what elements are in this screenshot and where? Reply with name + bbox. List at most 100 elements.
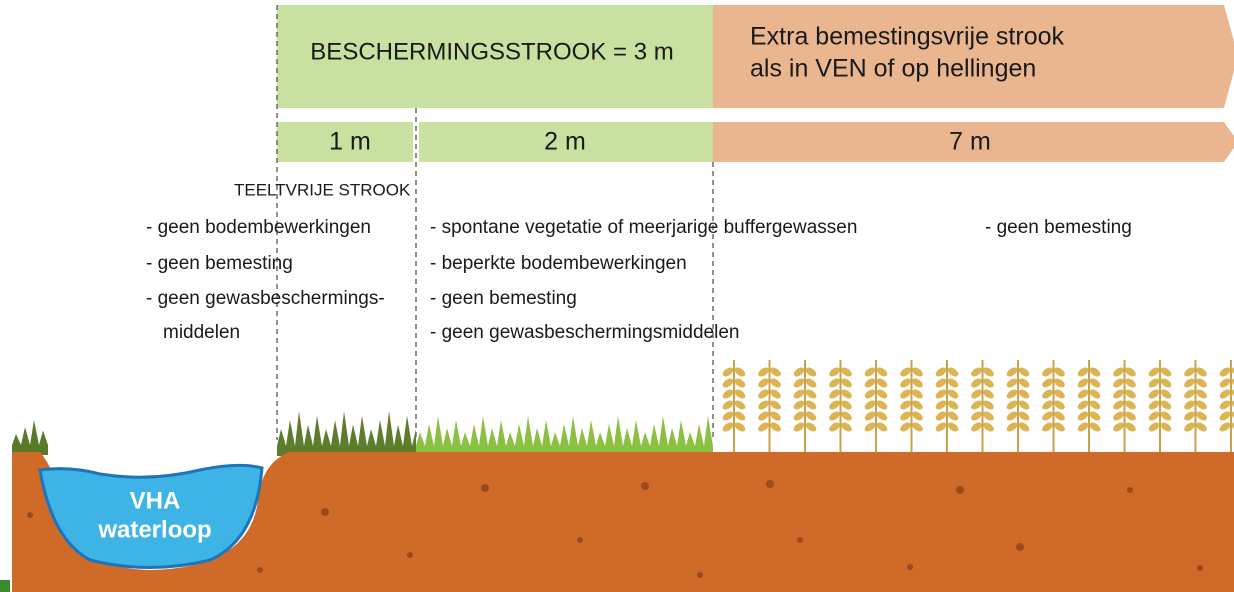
diagram: BESCHERMINGSSTROOK = 3 m Extra bemesting… <box>0 0 1234 592</box>
zone-item: - geen bemesting <box>430 288 577 309</box>
vegetation-part <box>733 410 747 423</box>
vegetation-part <box>1053 377 1067 390</box>
vegetation-part <box>1088 388 1102 401</box>
vegetation-part <box>1218 410 1232 423</box>
vegetation-part <box>12 420 48 455</box>
vegetation-part <box>1041 399 1055 412</box>
vegetation <box>12 360 1234 456</box>
vegetation-part <box>1088 377 1102 390</box>
vegetation-part <box>982 399 996 412</box>
vegetation-part <box>1005 377 1019 390</box>
vegetation-part <box>769 388 783 401</box>
vegetation-part <box>982 388 996 401</box>
vegetation-part <box>733 421 747 434</box>
vegetation-part <box>804 377 818 390</box>
vegetation-part <box>1218 366 1232 379</box>
vegetation-part <box>1112 421 1126 434</box>
vegetation-part <box>911 377 925 390</box>
vegetation-part <box>733 399 747 412</box>
vegetation-part <box>863 366 877 379</box>
vegetation-part <box>970 366 984 379</box>
vegetation-part <box>1124 421 1138 434</box>
vegetation-part <box>769 366 783 379</box>
vegetation-part <box>1159 410 1173 423</box>
vegetation-part <box>840 399 854 412</box>
vegetation-part <box>840 377 854 390</box>
vegetation-part <box>277 411 416 456</box>
vegetation-part <box>875 377 889 390</box>
vegetation-part <box>1017 366 1031 379</box>
vegetation-part <box>863 399 877 412</box>
vegetation-part <box>757 377 771 390</box>
vegetation-part <box>1124 399 1138 412</box>
protection-label: BESCHERMINGSSTROOK = 3 m <box>310 38 673 65</box>
vegetation-part <box>1159 388 1173 401</box>
vegetation-part <box>1183 366 1197 379</box>
vegetation-part <box>1076 410 1090 423</box>
vegetation-part <box>804 399 818 412</box>
vegetation-part <box>875 388 889 401</box>
vegetation-part <box>1218 399 1232 412</box>
water-label: VHA <box>130 487 181 514</box>
vegetation-part <box>1195 366 1209 379</box>
vegetation-part <box>946 366 960 379</box>
vegetation-part <box>1088 410 1102 423</box>
vegetation-part <box>982 421 996 434</box>
vegetation-part <box>1041 421 1055 434</box>
vegetation-part <box>757 399 771 412</box>
vegetation-part <box>792 410 806 423</box>
vegetation-part <box>899 399 913 412</box>
extra-label: Extra bemestingsvrije strook <box>750 23 1065 51</box>
vegetation-part <box>1076 421 1090 434</box>
vegetation-part <box>733 388 747 401</box>
vegetation-part <box>946 410 960 423</box>
vegetation-part <box>970 421 984 434</box>
vegetation-part <box>840 421 854 434</box>
zone-item: - geen bodembewerkingen <box>146 217 371 238</box>
vegetation-part <box>733 366 747 379</box>
vegetation-part <box>946 421 960 434</box>
vegetation-part <box>1195 399 1209 412</box>
vegetation-part <box>757 366 771 379</box>
vegetation-part <box>840 366 854 379</box>
vegetation-part <box>934 410 948 423</box>
vegetation-part <box>733 377 747 390</box>
vegetation-part <box>721 399 735 412</box>
vegetation-part <box>875 399 889 412</box>
vegetation-part <box>911 399 925 412</box>
vegetation-part <box>828 421 842 434</box>
vegetation-part <box>1112 410 1126 423</box>
vegetation-part <box>1124 377 1138 390</box>
vegetation-part <box>1017 377 1031 390</box>
vegetation-part <box>721 366 735 379</box>
width-label: 1 m <box>329 128 371 156</box>
width-label: 2 m <box>544 128 586 156</box>
vegetation-part <box>1005 421 1019 434</box>
vegetation-part <box>1147 410 1161 423</box>
vegetation-part <box>863 388 877 401</box>
vegetation-part <box>1076 388 1090 401</box>
zone-item: - geen bemesting <box>146 253 293 274</box>
vegetation-part <box>757 421 771 434</box>
vegetation-part <box>934 399 948 412</box>
vegetation-part <box>1159 377 1173 390</box>
vegetation-part <box>792 399 806 412</box>
vegetation-part <box>1124 388 1138 401</box>
vegetation-part <box>769 377 783 390</box>
vegetation-part <box>1076 366 1090 379</box>
vegetation-part <box>416 416 713 456</box>
vegetation-part <box>792 366 806 379</box>
vegetation-part <box>1124 366 1138 379</box>
vegetation-part <box>970 399 984 412</box>
vegetation-part <box>828 410 842 423</box>
vegetation-part <box>769 421 783 434</box>
vegetation-part <box>1183 410 1197 423</box>
vegetation-part <box>804 410 818 423</box>
vegetation-part <box>1195 377 1209 390</box>
vegetation-part <box>1112 388 1126 401</box>
extra-label: als in VEN of op hellingen <box>750 55 1036 83</box>
vegetation-part <box>721 410 735 423</box>
vegetation-part <box>1183 399 1197 412</box>
vegetation-part <box>1159 366 1173 379</box>
vegetation-part <box>899 388 913 401</box>
